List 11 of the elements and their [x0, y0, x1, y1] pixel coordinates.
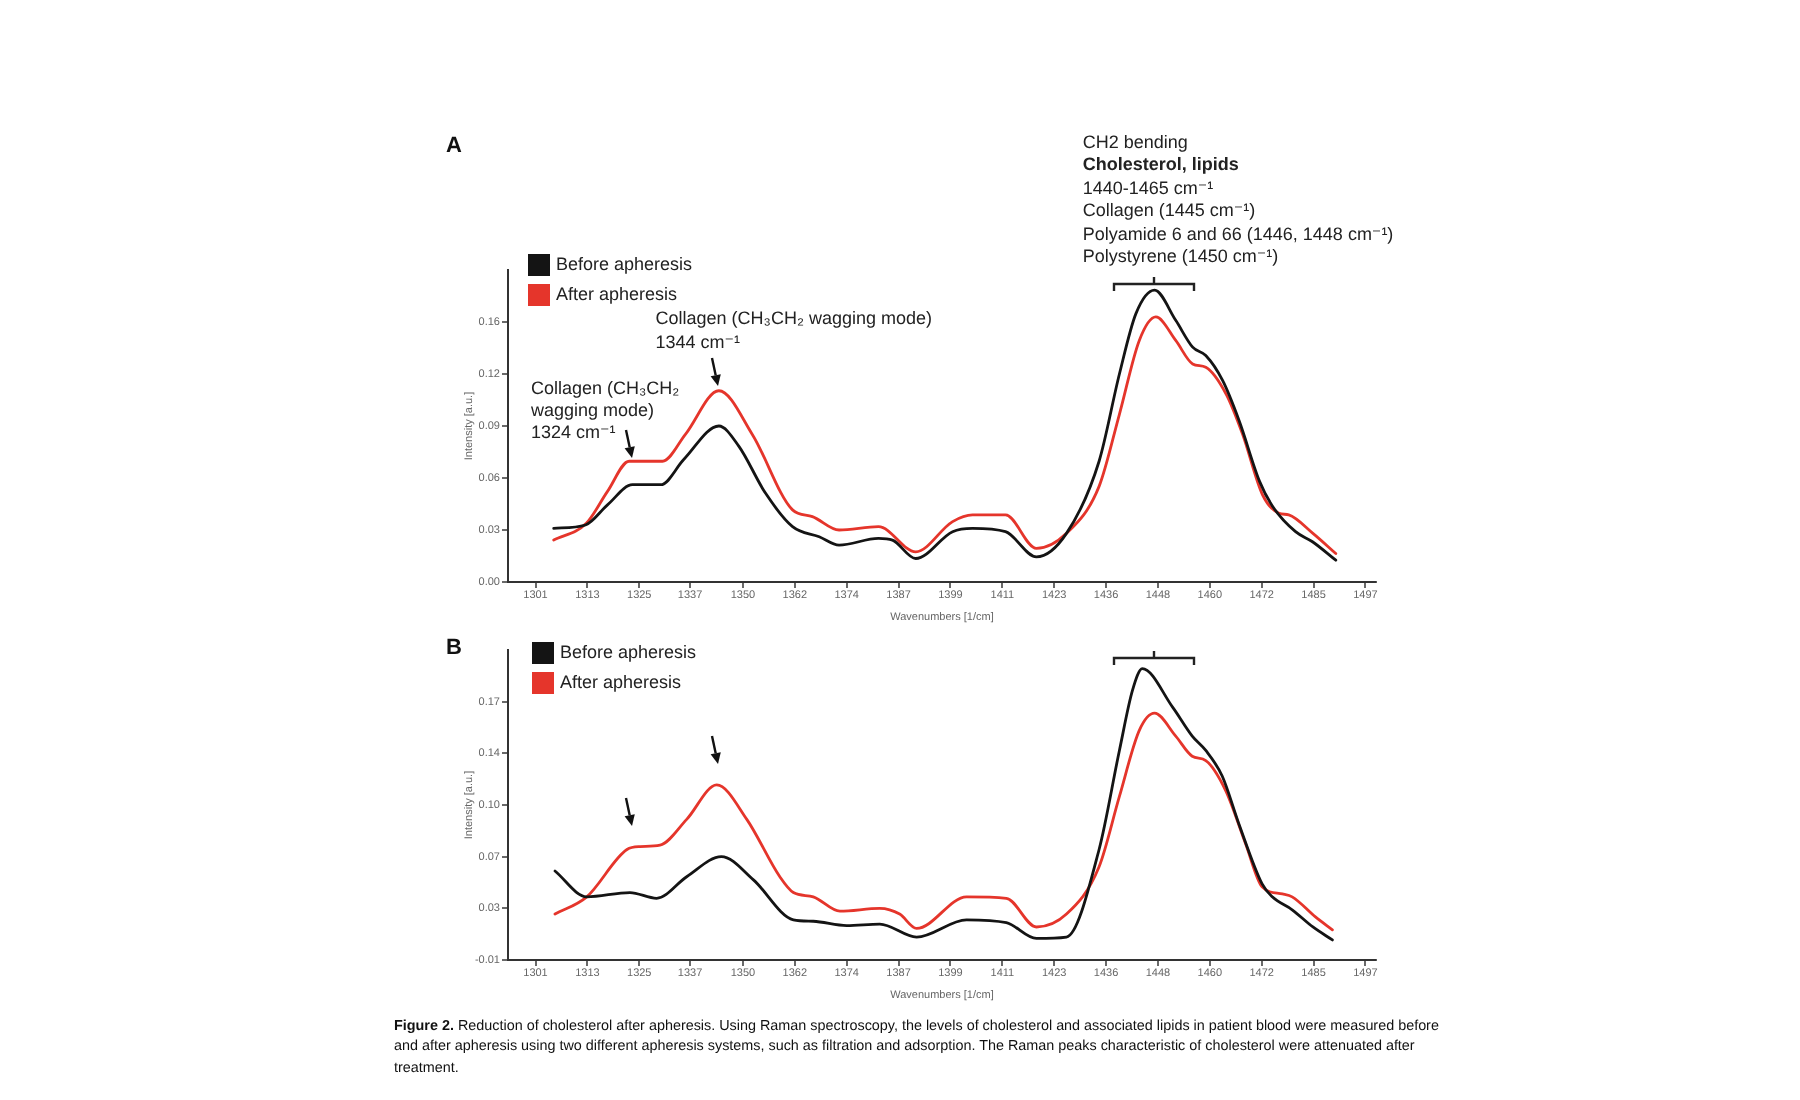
line-series [553, 711, 1334, 932]
chart-title: A [446, 134, 462, 158]
annotation: Collagen (CH₃CH₂ wagging mode) 1344 cm⁻¹ [655, 308, 932, 355]
annotation: CH2 bending Cholesterol, lipids 1440-1465 cm⁻¹ Collagen (1445 cm⁻¹) Polyamide 6 and 66 (1446, 1448 cm⁻¹) Polystyrene (1450 cm⁻¹) [1082, 132, 1394, 269]
annotation: Collagen (CH₃CH₂ wagging mode) 1324 cm⁻¹ [530, 377, 680, 446]
legend-label: Before apheresis [560, 641, 698, 662]
legend-label: After apheresis [556, 283, 679, 304]
legend-label: After apheresis [560, 671, 683, 692]
chart-title: B [446, 636, 462, 660]
line-series [553, 667, 1334, 942]
legend-label: Before apheresis [556, 253, 694, 274]
